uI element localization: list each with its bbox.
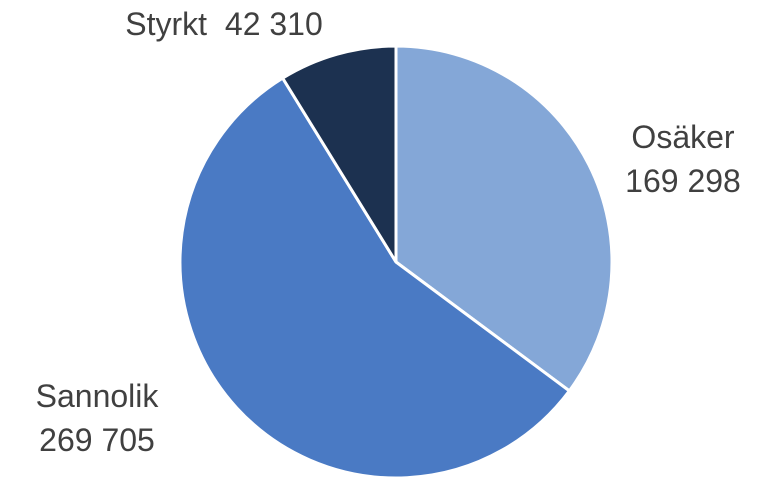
label-sannolik-value: 269 705: [39, 422, 155, 458]
pie-slice-osaker: [394, 44, 614, 393]
pie-slices: [178, 44, 614, 477]
pie-data-labels: Osäker 169 298 Sannolik 269 705 Styrkt 4…: [36, 6, 741, 458]
label-sannolik-category: Sannolik: [36, 378, 160, 414]
label-styrkt: Styrkt 42 310: [125, 6, 323, 42]
pie-slice-styrkt: [281, 44, 398, 264]
label-osaker-category: Osäker: [631, 119, 734, 155]
label-styrkt-value: 42 310: [225, 6, 323, 42]
label-osaker-value: 169 298: [625, 163, 741, 199]
pie-slice-sannolik: [178, 76, 571, 477]
label-styrkt-category: Styrkt: [125, 6, 207, 42]
